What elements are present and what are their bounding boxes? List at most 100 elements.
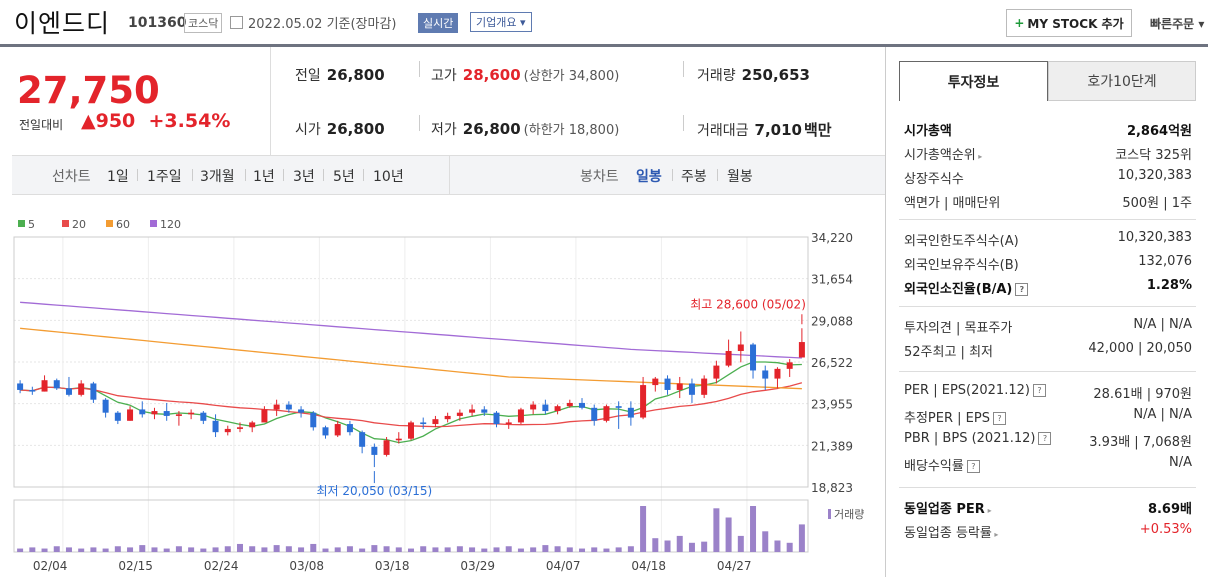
x-tick-label: 04/18 <box>631 559 666 573</box>
candle <box>798 342 805 358</box>
candle <box>469 409 476 413</box>
arrow-right-icon[interactable]: ▸ <box>975 152 983 161</box>
info-value: 2,864억원 <box>1126 124 1192 139</box>
help-icon[interactable]: ? <box>966 460 980 473</box>
candle <box>762 370 769 379</box>
help-icon[interactable]: ? <box>992 412 1006 425</box>
corp-info-dropdown[interactable]: 기업개요 ▾ <box>470 12 532 32</box>
volume-bar <box>102 548 109 552</box>
volume-bar <box>151 547 158 552</box>
info-value: 10,320,383 <box>1117 230 1192 245</box>
volume-bar <box>676 535 683 552</box>
volume-bar <box>444 547 451 552</box>
stock-header: 이엔드디 101360 코스닥 2022.05.02 기준(장마감) 실시간 기… <box>0 0 1208 47</box>
tab-monthly[interactable]: 월봉 <box>727 169 753 185</box>
realtime-button[interactable]: 실시간 <box>418 13 459 33</box>
volume-bar <box>65 547 72 552</box>
candle <box>29 389 36 392</box>
quote-table: 전일 26,800 고가 28,600 (상한가 34,800) 거래량 250,653… <box>271 47 885 155</box>
candle <box>481 409 488 413</box>
volume-bar <box>298 547 305 552</box>
stock-code: 101360 <box>128 15 187 31</box>
volume-bar <box>517 548 524 552</box>
volume-bar <box>139 545 146 552</box>
info-key: 외국인한도주식수(A) <box>904 234 1019 249</box>
current-price: 27,750 <box>17 69 160 112</box>
candle <box>652 378 659 386</box>
help-icon[interactable]: ? <box>1015 283 1029 296</box>
help-icon[interactable]: ? <box>1032 384 1046 397</box>
info-key: PBR | BPS (2021.12)? <box>904 431 1052 446</box>
diff-label: 전일대비 <box>19 118 64 132</box>
volume-bar <box>359 548 366 552</box>
tab-1y[interactable]: 1년 <box>253 169 275 185</box>
info-value: 3.93배 | 7,068원 <box>1089 435 1192 450</box>
tab-orderbook[interactable]: 호가10단계 <box>1048 61 1196 101</box>
legend-label: 20 <box>72 218 86 231</box>
quick-order-dropdown[interactable]: 빠른주문 ▾ <box>1150 17 1205 31</box>
tab-1d[interactable]: 1일 <box>107 169 129 185</box>
candle <box>627 407 634 418</box>
candle <box>285 404 292 410</box>
volume-bar <box>701 541 708 552</box>
volume-bar <box>212 547 219 552</box>
open-price: 시가 26,800 <box>295 120 385 138</box>
volume-bar <box>249 546 256 552</box>
tab-daily[interactable]: 일봉 <box>636 169 662 185</box>
candle <box>554 406 561 412</box>
volume-bar <box>175 546 182 552</box>
candle <box>224 428 231 433</box>
legend-label: 5 <box>28 218 35 231</box>
ma-line <box>20 361 802 444</box>
info-key: 배당수익률? <box>904 455 980 474</box>
candle <box>517 409 524 423</box>
candle <box>395 438 402 441</box>
candle <box>359 432 366 447</box>
tab-3m[interactable]: 3개월 <box>200 169 235 185</box>
candle <box>786 362 793 369</box>
y-tick-label: 29,088 <box>811 314 853 328</box>
tab-10y[interactable]: 10년 <box>373 169 404 185</box>
arrow-right-icon[interactable]: ▸ <box>991 530 999 539</box>
volume-bar <box>163 548 170 552</box>
volume-bar <box>652 538 659 552</box>
volume-bar <box>53 546 60 552</box>
info-key: 동일업종 PER ▸ <box>904 502 992 517</box>
high-price: 고가 28,600 (상한가 34,800) <box>431 66 620 84</box>
candle <box>603 406 610 421</box>
help-icon[interactable]: ? <box>1038 432 1052 445</box>
candle <box>566 402 573 407</box>
candle <box>420 422 427 425</box>
arrow-right-icon[interactable]: ▸ <box>984 506 992 515</box>
volume-bar <box>591 547 598 552</box>
legend-swatch <box>62 220 69 227</box>
info-key: 액면가 | 매매단위 <box>904 196 1001 211</box>
candle <box>346 424 353 433</box>
tab-5y[interactable]: 5년 <box>333 169 355 185</box>
candle <box>102 399 109 413</box>
volume-bar <box>640 506 647 552</box>
info-row: 외국인한도주식수(A) 10,320,383 <box>904 230 1192 252</box>
candle <box>53 380 60 389</box>
tab-invest-info[interactable]: 투자정보 <box>899 61 1048 101</box>
volume-bar <box>90 547 97 552</box>
tab-1w[interactable]: 1주일 <box>147 169 182 185</box>
y-tick-label: 21,389 <box>811 439 853 453</box>
legend-label: 120 <box>160 218 181 231</box>
info-row: 52주최고 | 최저 42,000 | 20,050 <box>904 341 1192 363</box>
info-key: PER | EPS(2021.12)? <box>904 383 1046 398</box>
tab-weekly[interactable]: 주봉 <box>681 169 707 185</box>
market-badge: 코스닥 <box>184 13 223 33</box>
info-panel: 투자정보 호가10단계 시가총액 2,864억원 시가총액순위 ▸ 코스닥 325위 상… <box>885 47 1208 577</box>
candle <box>444 415 451 420</box>
add-mystock-button[interactable]: + MY STOCK 추가 <box>1006 9 1132 37</box>
info-value: N/A <box>1169 455 1192 470</box>
candle <box>750 344 757 371</box>
tab-3y[interactable]: 3년 <box>293 169 315 185</box>
candle <box>151 411 158 415</box>
y-tick-label: 23,955 <box>811 398 853 412</box>
info-row: 추정PER | EPS? N/A | N/A <box>904 407 1192 429</box>
candle <box>334 424 341 436</box>
volume-label: 거래량 <box>834 508 864 521</box>
legend-label: 60 <box>116 218 130 231</box>
